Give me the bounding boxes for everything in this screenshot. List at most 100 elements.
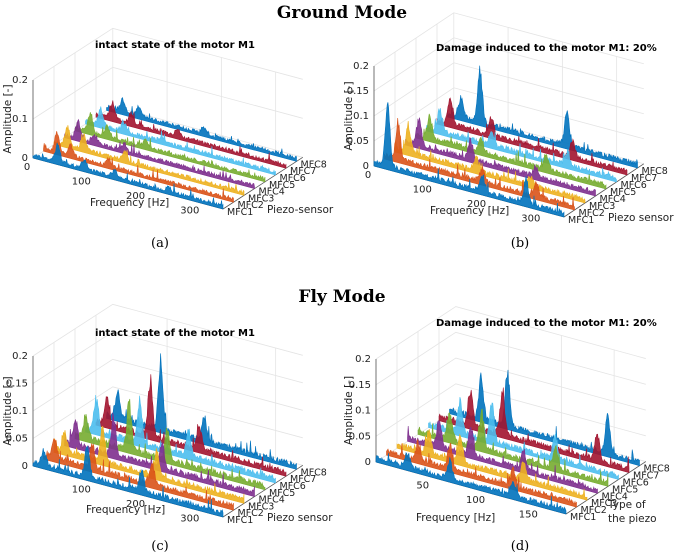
x-axis-label: Frequency [Hz]: [430, 205, 509, 217]
z-axis-line: [222, 464, 304, 518]
x-tick-label: 100: [466, 495, 485, 506]
y-tick-label: 0.2: [355, 354, 371, 365]
series-label-mfc8: MFC8: [644, 464, 670, 475]
y-tick-label: 0.05: [6, 434, 28, 445]
series-trace-mfc3: [396, 428, 588, 501]
x-tick-label: 100: [72, 177, 91, 188]
z-axis-label: Type of: [607, 499, 646, 511]
series-trace-mfc6: [426, 108, 617, 183]
series-trace-mfc8: [447, 65, 638, 169]
series-label-mfc6: MFC6: [621, 180, 647, 191]
series-label-mfc8: MFC8: [301, 467, 327, 478]
y-tick-label: 0.2: [12, 351, 28, 362]
y-tick-label: 0.1: [12, 406, 28, 417]
x-tick-label: 200: [126, 191, 145, 202]
series-label-mfc4: MFC4: [600, 194, 626, 205]
y-tick-label: 0.15: [349, 380, 371, 391]
series-label-mfc7: MFC7: [290, 166, 316, 177]
series-label-mfc4: MFC4: [259, 495, 285, 506]
z-axis-label: Piezo-sensor: [267, 204, 334, 216]
series-label-mfc2: MFC2: [238, 200, 264, 211]
y-tick-label: 0: [22, 461, 28, 472]
panel-title: Damage induced to the motor M1: 20%: [436, 318, 657, 329]
series-label-mfc5: MFC5: [269, 180, 295, 191]
series-label-mfc7: MFC7: [290, 474, 316, 485]
series-trace-mfc1: [373, 102, 565, 218]
series-trace-mfc5: [415, 113, 607, 190]
panel-caption: (b): [511, 236, 529, 251]
grid-line: [375, 331, 646, 386]
x-tick-label: 300: [180, 514, 199, 525]
series-label-mfc7: MFC7: [633, 471, 659, 482]
series-trace-mfc4: [405, 117, 596, 197]
z-axis-line: [222, 156, 304, 210]
series-trace-mfc7: [95, 100, 287, 169]
grid-line: [32, 27, 303, 81]
y-axis-label: Amplitude [-]: [2, 84, 14, 153]
series-trace-mfc3: [394, 120, 586, 204]
series-label-mfc6: MFC6: [280, 173, 306, 184]
series-trace-mfc7: [436, 97, 628, 176]
series-label-mfc8: MFC8: [642, 166, 668, 177]
grid-line: [375, 357, 646, 411]
series-label-mfc3: MFC3: [589, 201, 615, 212]
panel-caption: (a): [151, 236, 169, 251]
x-tick-label: 0: [365, 170, 371, 181]
z-axis-line: [565, 461, 647, 515]
series-label-mfc6: MFC6: [623, 478, 649, 489]
x-axis-label: Frequency [Hz]: [90, 197, 169, 209]
series-label-mfc2: MFC2: [238, 508, 264, 519]
y-tick-label: 0: [22, 153, 28, 164]
series-label-mfc5: MFC5: [610, 187, 636, 198]
series-label-mfc3: MFC3: [248, 193, 274, 204]
series-trace-mfc4: [64, 412, 255, 497]
x-axis-label: Frequency [Hz]: [86, 504, 165, 516]
grid-line: [373, 12, 644, 67]
y-tick-label: 0.1: [353, 111, 369, 122]
series-label-mfc3: MFC3: [248, 501, 274, 512]
grid-line: [373, 62, 644, 117]
series-trace-mfc1: [375, 452, 567, 515]
z-axis-line: [563, 163, 645, 218]
series-label-mfc2: MFC2: [579, 208, 605, 219]
series-label-mfc6: MFC6: [280, 481, 306, 492]
series-trace-mfc8: [106, 97, 297, 162]
series-trace-mfc7: [438, 387, 630, 473]
y-tick-label: 0.15: [6, 379, 28, 390]
series-label-mfc1: MFC1: [568, 215, 594, 226]
fly-mode-title: Fly Mode: [298, 287, 385, 307]
series-trace-mfc2: [43, 438, 234, 511]
x-tick-label: 300: [180, 206, 199, 217]
series-trace-mfc5: [74, 112, 266, 183]
x-tick-label: 200: [467, 199, 486, 210]
series-trace-mfc6: [428, 397, 619, 480]
panel-caption: (c): [151, 539, 168, 554]
series-label-mfc5: MFC5: [612, 484, 638, 495]
series-trace-mfc3: [53, 125, 245, 196]
series-label-mfc8: MFC8: [301, 159, 327, 170]
series-trace-mfc2: [384, 117, 575, 211]
series-label-mfc1: MFC1: [227, 515, 253, 526]
panel-title: Damage induced to the motor M1: 20%: [436, 43, 657, 54]
y-tick-label: 0: [365, 457, 371, 468]
x-tick-label: 100: [413, 185, 432, 196]
series-label-mfc4: MFC4: [602, 491, 628, 502]
y-tick-label: 0: [363, 161, 369, 172]
panel-caption: (d): [511, 539, 529, 554]
grid-line: [32, 66, 303, 120]
series-trace-mfc2: [386, 439, 577, 508]
x-tick-label: 300: [521, 214, 540, 225]
y-tick-label: 0.05: [349, 431, 371, 442]
ground-mode-title: Ground Mode: [277, 3, 407, 23]
series-trace-mfc4: [64, 118, 255, 189]
series-label-mfc5: MFC5: [269, 488, 295, 499]
series-trace-mfc1: [32, 142, 224, 210]
grid-line: [375, 306, 646, 360]
x-axis-label: Frequency [Hz]: [416, 512, 495, 524]
series-label-mfc2: MFC2: [581, 505, 607, 516]
y-axis-label: Amplitude [-]: [343, 376, 355, 445]
